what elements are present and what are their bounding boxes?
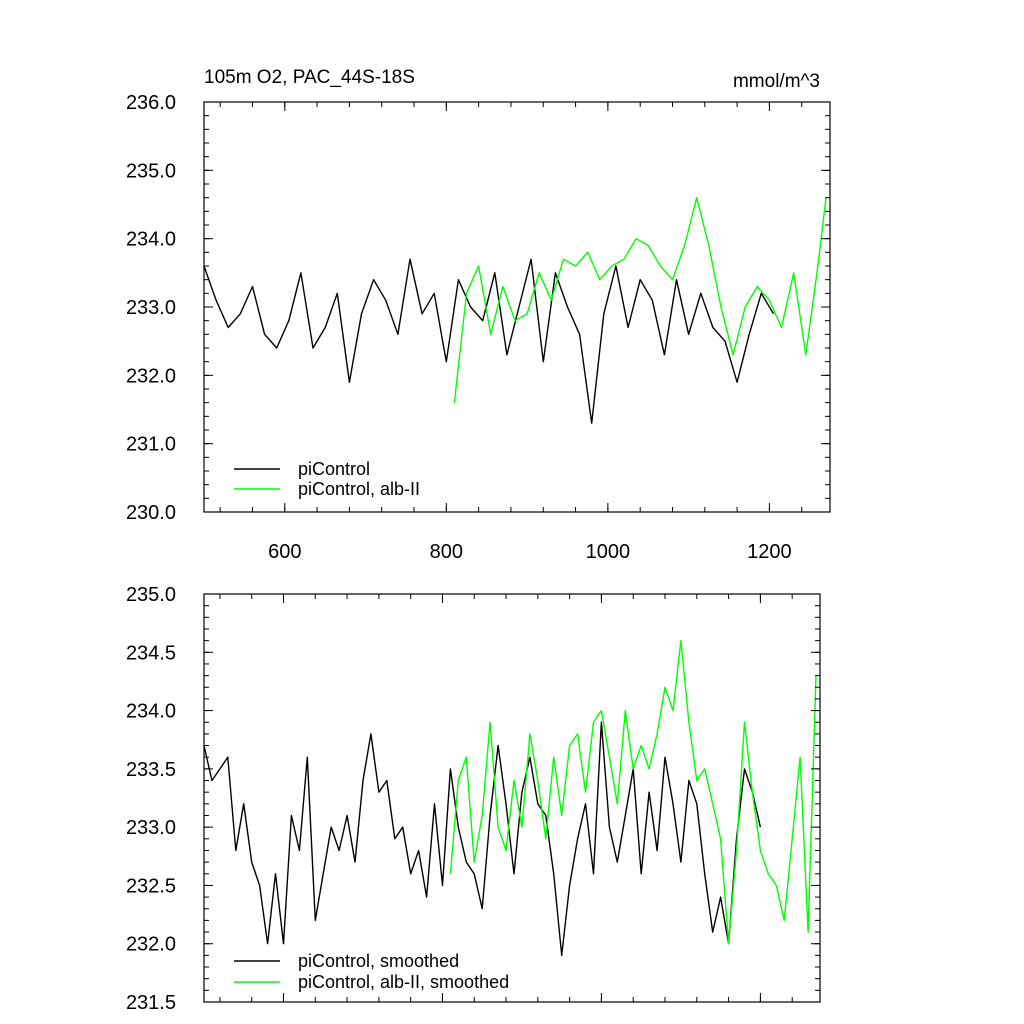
legend-label: piControl, alb-II, smoothed	[298, 972, 509, 992]
y-tick-label: 233.0	[126, 297, 176, 319]
series-line-alb-ii	[449, 639, 817, 945]
series-line-picontrol	[203, 721, 762, 957]
y-tick-label: 235.0	[126, 160, 176, 182]
panel-bottom: 231.5 232.0 232.5 233.0 233.5 234.0 234.5 235.0…	[126, 584, 821, 1014]
y-tick-label: 232.5	[126, 875, 176, 897]
y-tick-label: 234.0	[126, 701, 176, 723]
legend: piControl piControl, alb-II	[234, 459, 420, 499]
x-tick-label: 1200	[747, 541, 792, 563]
series-line-alb-ii	[453, 196, 827, 403]
y-tick-label: 234.5	[126, 642, 176, 664]
y-tick-label: 233.5	[126, 759, 176, 781]
y-tick-label: 233.0	[126, 817, 176, 839]
y-tick-label: 232.0	[126, 934, 176, 956]
ticks-layer: 230.0 231.0 232.0 233.0 234.0 235.0 236.0 600 80…	[126, 92, 830, 563]
title-left: 105m O2, PAC_44S-18S	[204, 67, 415, 88]
legend-label: piControl	[298, 459, 370, 479]
x-tick-label: 600	[268, 541, 301, 563]
x-tick-label: 800	[430, 541, 463, 563]
y-tick-label: 236.0	[126, 92, 176, 114]
plot-frame	[203, 101, 831, 513]
y-tick-label: 231.5	[126, 992, 176, 1014]
x-tick-label: 1000	[586, 541, 631, 563]
y-tick-label: 234.0	[126, 229, 176, 251]
ticks-layer: 231.5 232.0 232.5 233.0 233.5 234.0 234.5 235.0	[126, 584, 820, 1014]
y-tick-label: 231.0	[126, 434, 176, 456]
legend-label: piControl, alb-II	[298, 479, 420, 499]
series-layer	[203, 196, 827, 424]
title-right: mmol/m^3	[733, 71, 820, 92]
y-tick-label: 235.0	[126, 584, 176, 606]
series-line-picontrol	[203, 258, 775, 424]
legend-label: piControl, smoothed	[298, 951, 459, 971]
panel-top: 105m O2, PAC_44S-18S mmol/m^3 230.0 231.0…	[126, 67, 831, 563]
series-layer	[203, 639, 817, 957]
y-tick-label: 232.0	[126, 365, 176, 387]
legend: piControl, smoothed piControl, alb-II, s…	[234, 951, 509, 992]
plot-frame	[203, 593, 821, 1003]
y-tick-label: 230.0	[126, 502, 176, 524]
